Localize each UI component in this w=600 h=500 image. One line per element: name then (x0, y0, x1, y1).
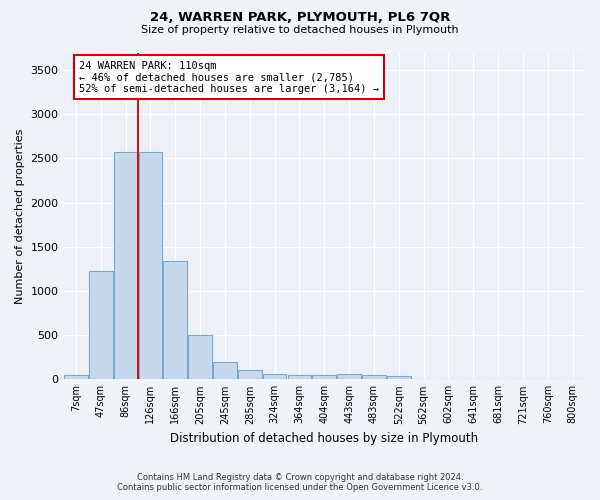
Bar (337, 374, 361, 380)
Bar (313, 375, 336, 380)
Bar (139, 152, 162, 380)
Bar (64, 375, 88, 380)
Bar (362, 375, 386, 380)
Y-axis label: Number of detached properties: Number of detached properties (15, 128, 25, 304)
Text: 24 WARREN PARK: 110sqm
← 46% of detached houses are smaller (2,785)
52% of semi-: 24 WARREN PARK: 110sqm ← 46% of detached… (79, 60, 379, 94)
Text: 24, WARREN PARK, PLYMOUTH, PL6 7QR: 24, WARREN PARK, PLYMOUTH, PL6 7QR (150, 11, 450, 24)
Bar (287, 375, 311, 380)
Bar (387, 376, 410, 380)
X-axis label: Distribution of detached houses by size in Plymouth: Distribution of detached houses by size … (170, 432, 478, 445)
Bar (163, 261, 187, 380)
Bar (263, 374, 286, 380)
Bar (114, 152, 137, 380)
Bar (188, 335, 212, 380)
Bar (238, 370, 262, 380)
Bar (213, 362, 237, 380)
Text: Size of property relative to detached houses in Plymouth: Size of property relative to detached ho… (141, 25, 459, 35)
Text: Contains HM Land Registry data © Crown copyright and database right 2024.
Contai: Contains HM Land Registry data © Crown c… (118, 473, 482, 492)
Bar (89, 270, 113, 380)
